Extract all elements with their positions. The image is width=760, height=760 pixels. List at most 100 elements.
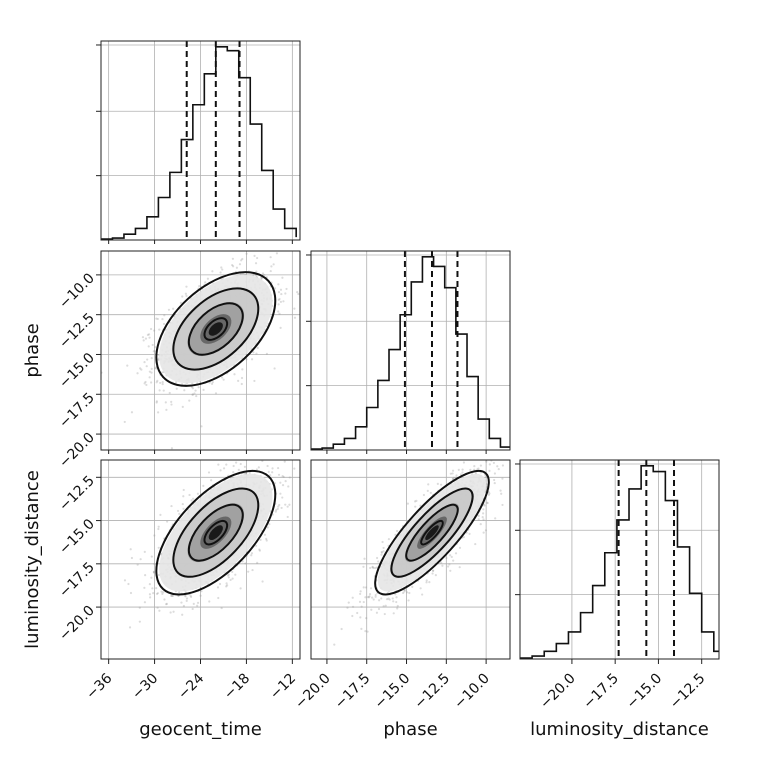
- sample-point: [281, 496, 284, 499]
- sample-point: [497, 467, 500, 471]
- x-tick-label: −12.5: [411, 671, 453, 713]
- sample-point: [261, 580, 264, 583]
- sample-point: [351, 614, 354, 618]
- sample-point: [245, 252, 248, 255]
- sample-point: [360, 627, 363, 630]
- sample-point: [252, 440, 254, 442]
- sample-point: [185, 285, 188, 288]
- sample-point: [396, 604, 399, 608]
- sample-point: [175, 387, 178, 390]
- sample-point: [193, 392, 196, 395]
- sample-point: [370, 608, 373, 611]
- sample-point: [149, 327, 153, 331]
- sample-point: [179, 301, 182, 304]
- sample-point: [377, 560, 380, 563]
- sample-point: [467, 453, 469, 455]
- sample-point: [161, 383, 164, 386]
- sample-point: [436, 482, 439, 485]
- contour-line: [390, 487, 474, 578]
- contour-line: [155, 469, 277, 596]
- sample-point: [406, 502, 409, 505]
- sample-point: [426, 489, 429, 492]
- sample-point: [219, 271, 222, 274]
- sample-point: [222, 467, 226, 470]
- sample-point: [260, 277, 263, 280]
- sample-point: [226, 574, 229, 577]
- sample-point: [365, 617, 368, 620]
- sample-point: [126, 364, 129, 367]
- x-tick-label: −20.0: [292, 671, 334, 713]
- sample-point: [259, 538, 262, 541]
- sample-point: [150, 371, 153, 374]
- sample-point: [140, 368, 143, 371]
- sample-point: [441, 564, 444, 567]
- sample-point: [229, 578, 232, 581]
- sample-point: [191, 387, 194, 390]
- sample-point: [147, 345, 150, 348]
- sample-point: [165, 603, 168, 606]
- sample-point: [143, 586, 146, 589]
- sample-point: [371, 565, 374, 568]
- sample-point: [185, 599, 188, 602]
- sample-point: [432, 569, 435, 572]
- sample-point: [181, 405, 184, 408]
- contour-line: [187, 302, 244, 356]
- sample-point: [207, 471, 211, 474]
- sample-point: [485, 460, 488, 463]
- sample-point: [440, 561, 443, 564]
- sample-point: [157, 358, 160, 361]
- sample-point: [451, 477, 454, 481]
- sample-point: [176, 509, 180, 513]
- sample-point: [129, 548, 132, 551]
- sample-point: [359, 590, 362, 593]
- sample-point: [451, 472, 454, 475]
- sample-point: [477, 514, 480, 517]
- sample-point: [184, 591, 187, 594]
- sample-point: [431, 572, 434, 575]
- sample-point: [462, 461, 466, 464]
- y-tick-label: −17.5: [56, 559, 98, 601]
- sample-point: [392, 600, 395, 603]
- sample-point: [279, 300, 283, 303]
- sample-point: [369, 566, 372, 570]
- sample-point: [408, 591, 411, 595]
- sample-point: [153, 329, 156, 332]
- y-axis-label-phase: phase: [22, 323, 43, 377]
- sample-point: [479, 523, 482, 526]
- sample-point: [233, 373, 236, 376]
- sample-point: [231, 577, 234, 580]
- sample-point: [154, 346, 157, 349]
- sample-point: [156, 379, 159, 382]
- sample-point: [182, 495, 185, 498]
- y-tick-label: −20.0: [56, 603, 98, 645]
- x-axis-label-phase: phase: [383, 719, 437, 740]
- sample-point: [482, 518, 485, 521]
- sample-point: [197, 386, 200, 389]
- sample-point: [429, 491, 432, 494]
- sample-point: [496, 465, 499, 468]
- sample-point: [182, 488, 185, 492]
- sample-point: [461, 468, 464, 471]
- sample-point: [150, 555, 153, 558]
- sample-point: [301, 472, 303, 474]
- sample-point: [461, 471, 464, 474]
- sample-point: [220, 606, 223, 610]
- sample-point: [256, 561, 259, 564]
- sample-point: [153, 534, 156, 537]
- sample-point: [278, 297, 281, 301]
- sample-point: [158, 389, 161, 392]
- sample-point: [263, 533, 267, 536]
- sample-point: [493, 472, 496, 475]
- x-tick-label: −24: [175, 670, 207, 702]
- sample-point: [419, 587, 422, 590]
- sample-point: [450, 555, 453, 559]
- sample-point: [268, 523, 271, 526]
- sample-point: [157, 546, 160, 549]
- sample-point: [375, 611, 379, 614]
- sample-point: [152, 571, 156, 574]
- sample-point: [474, 542, 477, 546]
- sample-point: [293, 316, 297, 319]
- y-tick-label: −15.0: [56, 350, 98, 392]
- sample-point: [380, 553, 383, 556]
- sample-point: [372, 566, 375, 570]
